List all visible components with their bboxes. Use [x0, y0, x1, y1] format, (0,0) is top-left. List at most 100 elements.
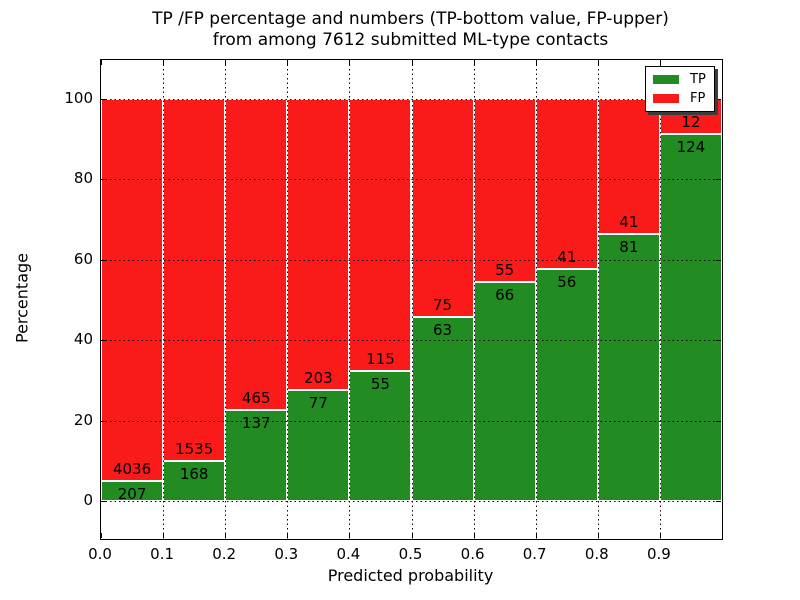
legend-entry-fp: FP [653, 91, 707, 106]
bar-segment-tp [101, 481, 164, 501]
chart-title-line-2: from among 7612 submitted ML-type contac… [212, 30, 609, 50]
tp-count-label: 124 [676, 138, 706, 157]
y-tick-label: 80 [73, 169, 93, 188]
vertical-gridline [349, 60, 351, 539]
bar-segment-tp [163, 461, 226, 501]
fp-count-label: 4036 [112, 460, 152, 479]
tp-legend-swatch [653, 75, 679, 85]
x-tick-mark [597, 60, 599, 65]
tp-count-label: 168 [179, 465, 209, 484]
x-tick-mark [411, 533, 413, 538]
x-tick-mark [101, 60, 102, 65]
fp-count-label: 465 [241, 388, 271, 407]
tp-count-label: 66 [495, 285, 515, 304]
fp-count-label: 203 [304, 369, 333, 388]
horizontal-gridline [101, 179, 722, 181]
vertical-gridline [535, 60, 537, 539]
x-tick-label: 0.9 [646, 545, 671, 563]
bar-segment-fp [101, 99, 164, 482]
tp-count-label: 63 [433, 321, 453, 340]
x-tick-mark [101, 533, 102, 538]
y-tick-mark [101, 501, 106, 502]
x-tick-mark [659, 60, 661, 65]
x-tick-mark [659, 533, 661, 538]
bar-segment-tp [287, 390, 350, 501]
x-tick-mark [225, 533, 227, 538]
x-tick-mark [473, 533, 475, 538]
y-tick-mark [101, 99, 106, 100]
fp-legend-swatch [653, 93, 679, 103]
x-tick-label: 0.1 [150, 545, 175, 563]
bar-segment-tp [597, 234, 660, 501]
legend-entry-tp: TP [653, 72, 707, 87]
fp-count-label: 41 [619, 213, 639, 232]
vertical-gridline [597, 60, 599, 539]
bar-segment-tp [659, 134, 722, 501]
x-tick-mark [349, 533, 351, 538]
fp-count-label: 41 [557, 247, 577, 266]
horizontal-gridline [101, 420, 722, 422]
x-tick-mark [287, 60, 289, 65]
bar-labels-layer: 4036 207 1535 168 465 137 203 77 115 55 75 63 55 66 41… [101, 60, 722, 539]
fp-count-label: 115 [366, 349, 395, 368]
x-tick-label: 0.8 [584, 545, 609, 563]
x-tick-label: 0.5 [398, 545, 423, 563]
vertical-gridline [659, 60, 661, 539]
y-tick-mark [101, 259, 106, 261]
plot-area: 4036 207 1535 168 465 137 203 77 115 55 75 63 55 66 41… [100, 59, 723, 540]
gridlines-layer [101, 60, 722, 539]
y-tick-label: 0 [83, 491, 93, 509]
x-tick-mark [163, 60, 165, 65]
x-tick-mark [473, 60, 475, 65]
x-axis-label: Predicted probability [327, 566, 494, 585]
x-tick-label: 0.3 [274, 545, 299, 563]
x-tick-label: 0.7 [522, 545, 547, 563]
vertical-gridline [411, 60, 413, 539]
fp-count-label: 1535 [175, 440, 214, 459]
x-tick-label: 0.0 [88, 545, 112, 563]
bar-segment-tp [535, 268, 598, 501]
tp-count-label: 55 [370, 374, 390, 393]
x-tick-label: 0.2 [212, 545, 237, 563]
x-tick-mark [349, 60, 351, 65]
tp-count-label: 207 [117, 485, 147, 504]
horizontal-gridline [101, 99, 722, 100]
x-tick-mark [411, 60, 413, 65]
bar-segment-fp [473, 99, 536, 282]
x-tick-label: 0.6 [460, 545, 485, 563]
bar-segment-tp [349, 370, 412, 501]
y-tick-mark [716, 179, 721, 181]
fp-count-label: 75 [433, 296, 453, 315]
x-tick-mark [535, 60, 537, 65]
y-tick-mark [101, 340, 106, 342]
vertical-gridline [473, 60, 475, 539]
vertical-gridline [225, 60, 227, 539]
x-tick-label: 0.4 [336, 545, 361, 563]
tp-count-label: 81 [619, 238, 639, 257]
y-tick-label: 20 [73, 410, 93, 429]
y-tick-mark [716, 259, 721, 261]
y-tick-mark [716, 99, 721, 100]
x-tick-mark [597, 533, 599, 538]
x-tick-mark [163, 533, 165, 538]
tp-count-label: 77 [308, 394, 328, 413]
tp-count-label: 56 [557, 272, 577, 291]
y-tick-label: 40 [73, 330, 93, 349]
bar-segment-fp [535, 99, 598, 269]
legend: TP FP [645, 66, 715, 112]
horizontal-gridline [101, 340, 722, 342]
y-tick-label: 100 [64, 89, 93, 107]
vertical-gridline [287, 60, 289, 539]
x-tick-mark [535, 533, 537, 538]
y-tick-mark [716, 340, 721, 342]
y-tick-label: 60 [73, 249, 93, 268]
vertical-gridline [163, 60, 165, 539]
tp-count-label: 137 [241, 413, 271, 432]
fp-legend-label: FP [690, 90, 706, 106]
chart-title-line-1: TP /FP percentage and numbers (TP-bottom… [152, 9, 669, 29]
fp-count-label: 55 [495, 260, 515, 279]
x-tick-mark [287, 533, 289, 538]
tick-marks-layer [101, 60, 722, 539]
y-tick-mark [101, 179, 106, 181]
